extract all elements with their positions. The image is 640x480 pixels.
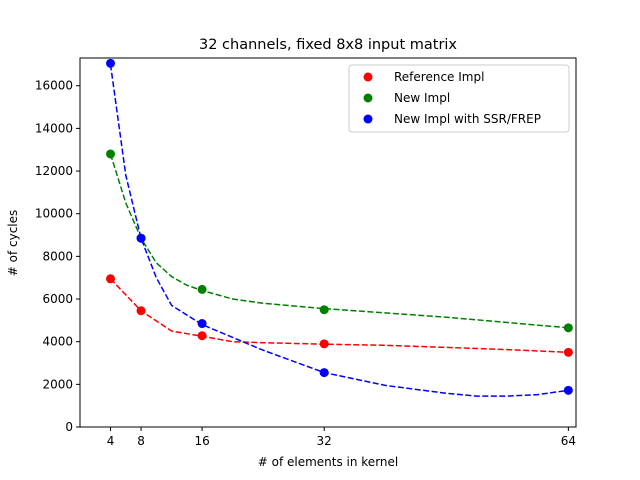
y-tick-label: 6000 bbox=[42, 292, 73, 306]
legend-marker bbox=[363, 93, 373, 103]
y-tick-label: 14000 bbox=[35, 121, 73, 135]
series-1-point bbox=[319, 339, 329, 349]
x-tick-label: 4 bbox=[107, 434, 115, 448]
x-tick-label: 64 bbox=[561, 434, 576, 448]
legend-label: New Impl bbox=[394, 91, 450, 105]
x-tick-label: 16 bbox=[194, 434, 209, 448]
legend-marker bbox=[363, 72, 373, 82]
x-tick-label: 8 bbox=[137, 434, 145, 448]
legend-label: New Impl with SSR/FREP bbox=[394, 112, 541, 126]
y-axis-label: # of cycles bbox=[6, 210, 20, 277]
series-1-fit-line bbox=[109, 278, 569, 354]
series-1-point bbox=[106, 274, 116, 284]
y-tick-label: 8000 bbox=[42, 249, 73, 263]
series-2-fit-line bbox=[109, 153, 569, 329]
series-3-fit-line bbox=[109, 64, 569, 397]
series-3-point bbox=[319, 368, 329, 378]
series-3-point bbox=[106, 58, 116, 68]
series-1-point bbox=[563, 347, 573, 357]
series-3-point bbox=[197, 319, 207, 329]
x-axis-label: # of elements in kernel bbox=[258, 455, 399, 469]
y-tick-label: 2000 bbox=[42, 377, 73, 391]
y-tick-label: 10000 bbox=[35, 207, 73, 221]
series-2-point bbox=[563, 323, 573, 333]
series-2-point bbox=[197, 284, 207, 294]
plot-area: 4 8 16 32 64 0 2000 4000 6000 8000 10000 12000 14000… bbox=[35, 57, 577, 448]
series-2-point bbox=[319, 305, 329, 315]
series-1-point bbox=[136, 306, 146, 316]
chart-title: 32 channels, fixed 8x8 input matrix bbox=[199, 37, 457, 53]
x-tick-label: 32 bbox=[317, 434, 332, 448]
y-tick-label: 4000 bbox=[42, 335, 73, 349]
y-tick-label: 0 bbox=[65, 420, 73, 434]
legend-label: Reference Impl bbox=[394, 70, 484, 84]
y-tick-label: 16000 bbox=[35, 79, 73, 93]
series-3-point bbox=[563, 385, 573, 395]
series-1-point bbox=[197, 331, 207, 341]
axes-frame bbox=[79, 57, 577, 428]
legend-marker bbox=[363, 114, 373, 124]
legend-box bbox=[348, 64, 570, 133]
series-2-point bbox=[106, 149, 116, 159]
y-tick-label: 12000 bbox=[35, 164, 73, 178]
series-3-point bbox=[136, 233, 146, 243]
